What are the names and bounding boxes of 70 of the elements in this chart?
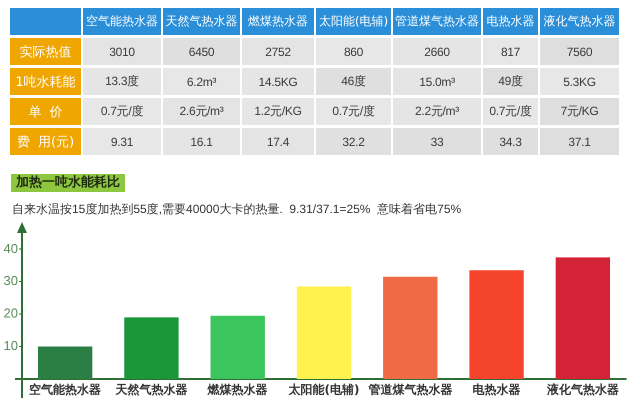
data-label: 2.6元/m³ (163, 98, 240, 125)
data-label: 0.7元/度 (83, 98, 161, 125)
data-label: 5.3KG (540, 68, 619, 95)
y-tick-label: 20 (4, 306, 18, 321)
y-tick-label: 1吨水耗能 (15, 74, 76, 90)
y-tick-label: 30 (4, 273, 18, 288)
x-tick-label: 天然气热水器 (166, 13, 238, 30)
bar (469, 270, 524, 379)
data-label: 14.5KG (242, 68, 314, 95)
data-label: 49度 (483, 68, 538, 95)
x-tick-label: 太阳能(电辅) (288, 382, 360, 396)
x-tick-label: 空气能热水器 (86, 13, 158, 30)
chart-subtitle: 自来水温按15度加热到55度,需要40000大卡的热量. 9.31/37.1=25% 意味着省电75% (12, 201, 462, 218)
bar (556, 257, 610, 379)
x-tick-label: 电热水器 (472, 382, 521, 396)
data-label: 7元/KG (540, 98, 619, 125)
data-label: 15.0m³ (393, 68, 481, 95)
chart-title: 加热一吨水能耗比 (11, 174, 125, 192)
header-cell: 太阳能(电辅) (316, 8, 391, 35)
y-tick-label: 10 (4, 338, 18, 354)
header-cell: 空气能热水器 (83, 8, 161, 35)
row-header-cell: 实际热值 (10, 38, 81, 65)
bar (210, 316, 265, 379)
data-label: 1.2元/KG (242, 98, 314, 125)
data-label: 6.2m³ (163, 68, 240, 95)
header-cell: 电热水器 (483, 8, 538, 35)
header-cell: 燃煤热水器 (242, 8, 314, 35)
data-label: 817 (483, 38, 538, 65)
data-label: 17.4 (242, 128, 314, 155)
data-label: 46度 (316, 68, 391, 95)
header-cell: 液化气热水器 (540, 8, 619, 35)
x-tick-label: 电热水器 (486, 13, 534, 30)
x-tick-label: 太阳能(电辅) (318, 13, 388, 30)
data-label: 2.2元/m³ (393, 98, 481, 125)
x-tick-label: 管道煤气热水器 (395, 13, 479, 30)
row-header-cell: 1吨水耗能 (10, 68, 81, 95)
data-label: 9.31 (83, 128, 161, 155)
y-tick-label: 单 价 (28, 104, 63, 120)
data-label: 6450 (163, 38, 240, 65)
x-tick-label: 燃煤热水器 (248, 13, 308, 30)
x-tick-label: 天然气热水器 (114, 382, 188, 396)
data-label: 3010 (83, 38, 161, 65)
bar (124, 317, 179, 379)
bar (38, 346, 92, 379)
x-tick-label: 液化气热水器 (546, 382, 619, 396)
row-header-cell: 单 价 (10, 98, 81, 125)
data-label: 860 (316, 38, 391, 65)
data-label: 0.7元/度 (316, 98, 391, 125)
data-label: 13.3度 (83, 68, 161, 95)
y-tick-label: 40 (4, 240, 18, 256)
x-tick-label: 燃煤热水器 (206, 382, 268, 396)
y-tick-label: 费 用(元) (16, 134, 74, 150)
data-label: 37.1 (540, 128, 619, 155)
x-tick-label: 管道煤气热水器 (367, 382, 452, 396)
data-label: 0.7元/度 (483, 98, 538, 125)
data-label: 34.3 (483, 128, 538, 155)
bar (296, 286, 352, 379)
data-label: 2660 (393, 38, 481, 65)
data-label: 32.2 (316, 128, 391, 155)
data-label: 16.1 (163, 128, 240, 155)
data-label: 7560 (540, 38, 619, 65)
header-cell: 管道煤气热水器 (393, 8, 481, 35)
data-label: 33 (393, 128, 481, 155)
x-tick-label: 空气能热水器 (29, 382, 102, 396)
bar (383, 276, 438, 379)
row-header-cell: 费 用(元) (10, 128, 81, 155)
y-tick-label: 实际热值 (20, 44, 72, 60)
x-tick-label: 液化气热水器 (544, 13, 616, 30)
header-cell: 天然气热水器 (163, 8, 240, 35)
data-label: 2752 (242, 38, 314, 65)
